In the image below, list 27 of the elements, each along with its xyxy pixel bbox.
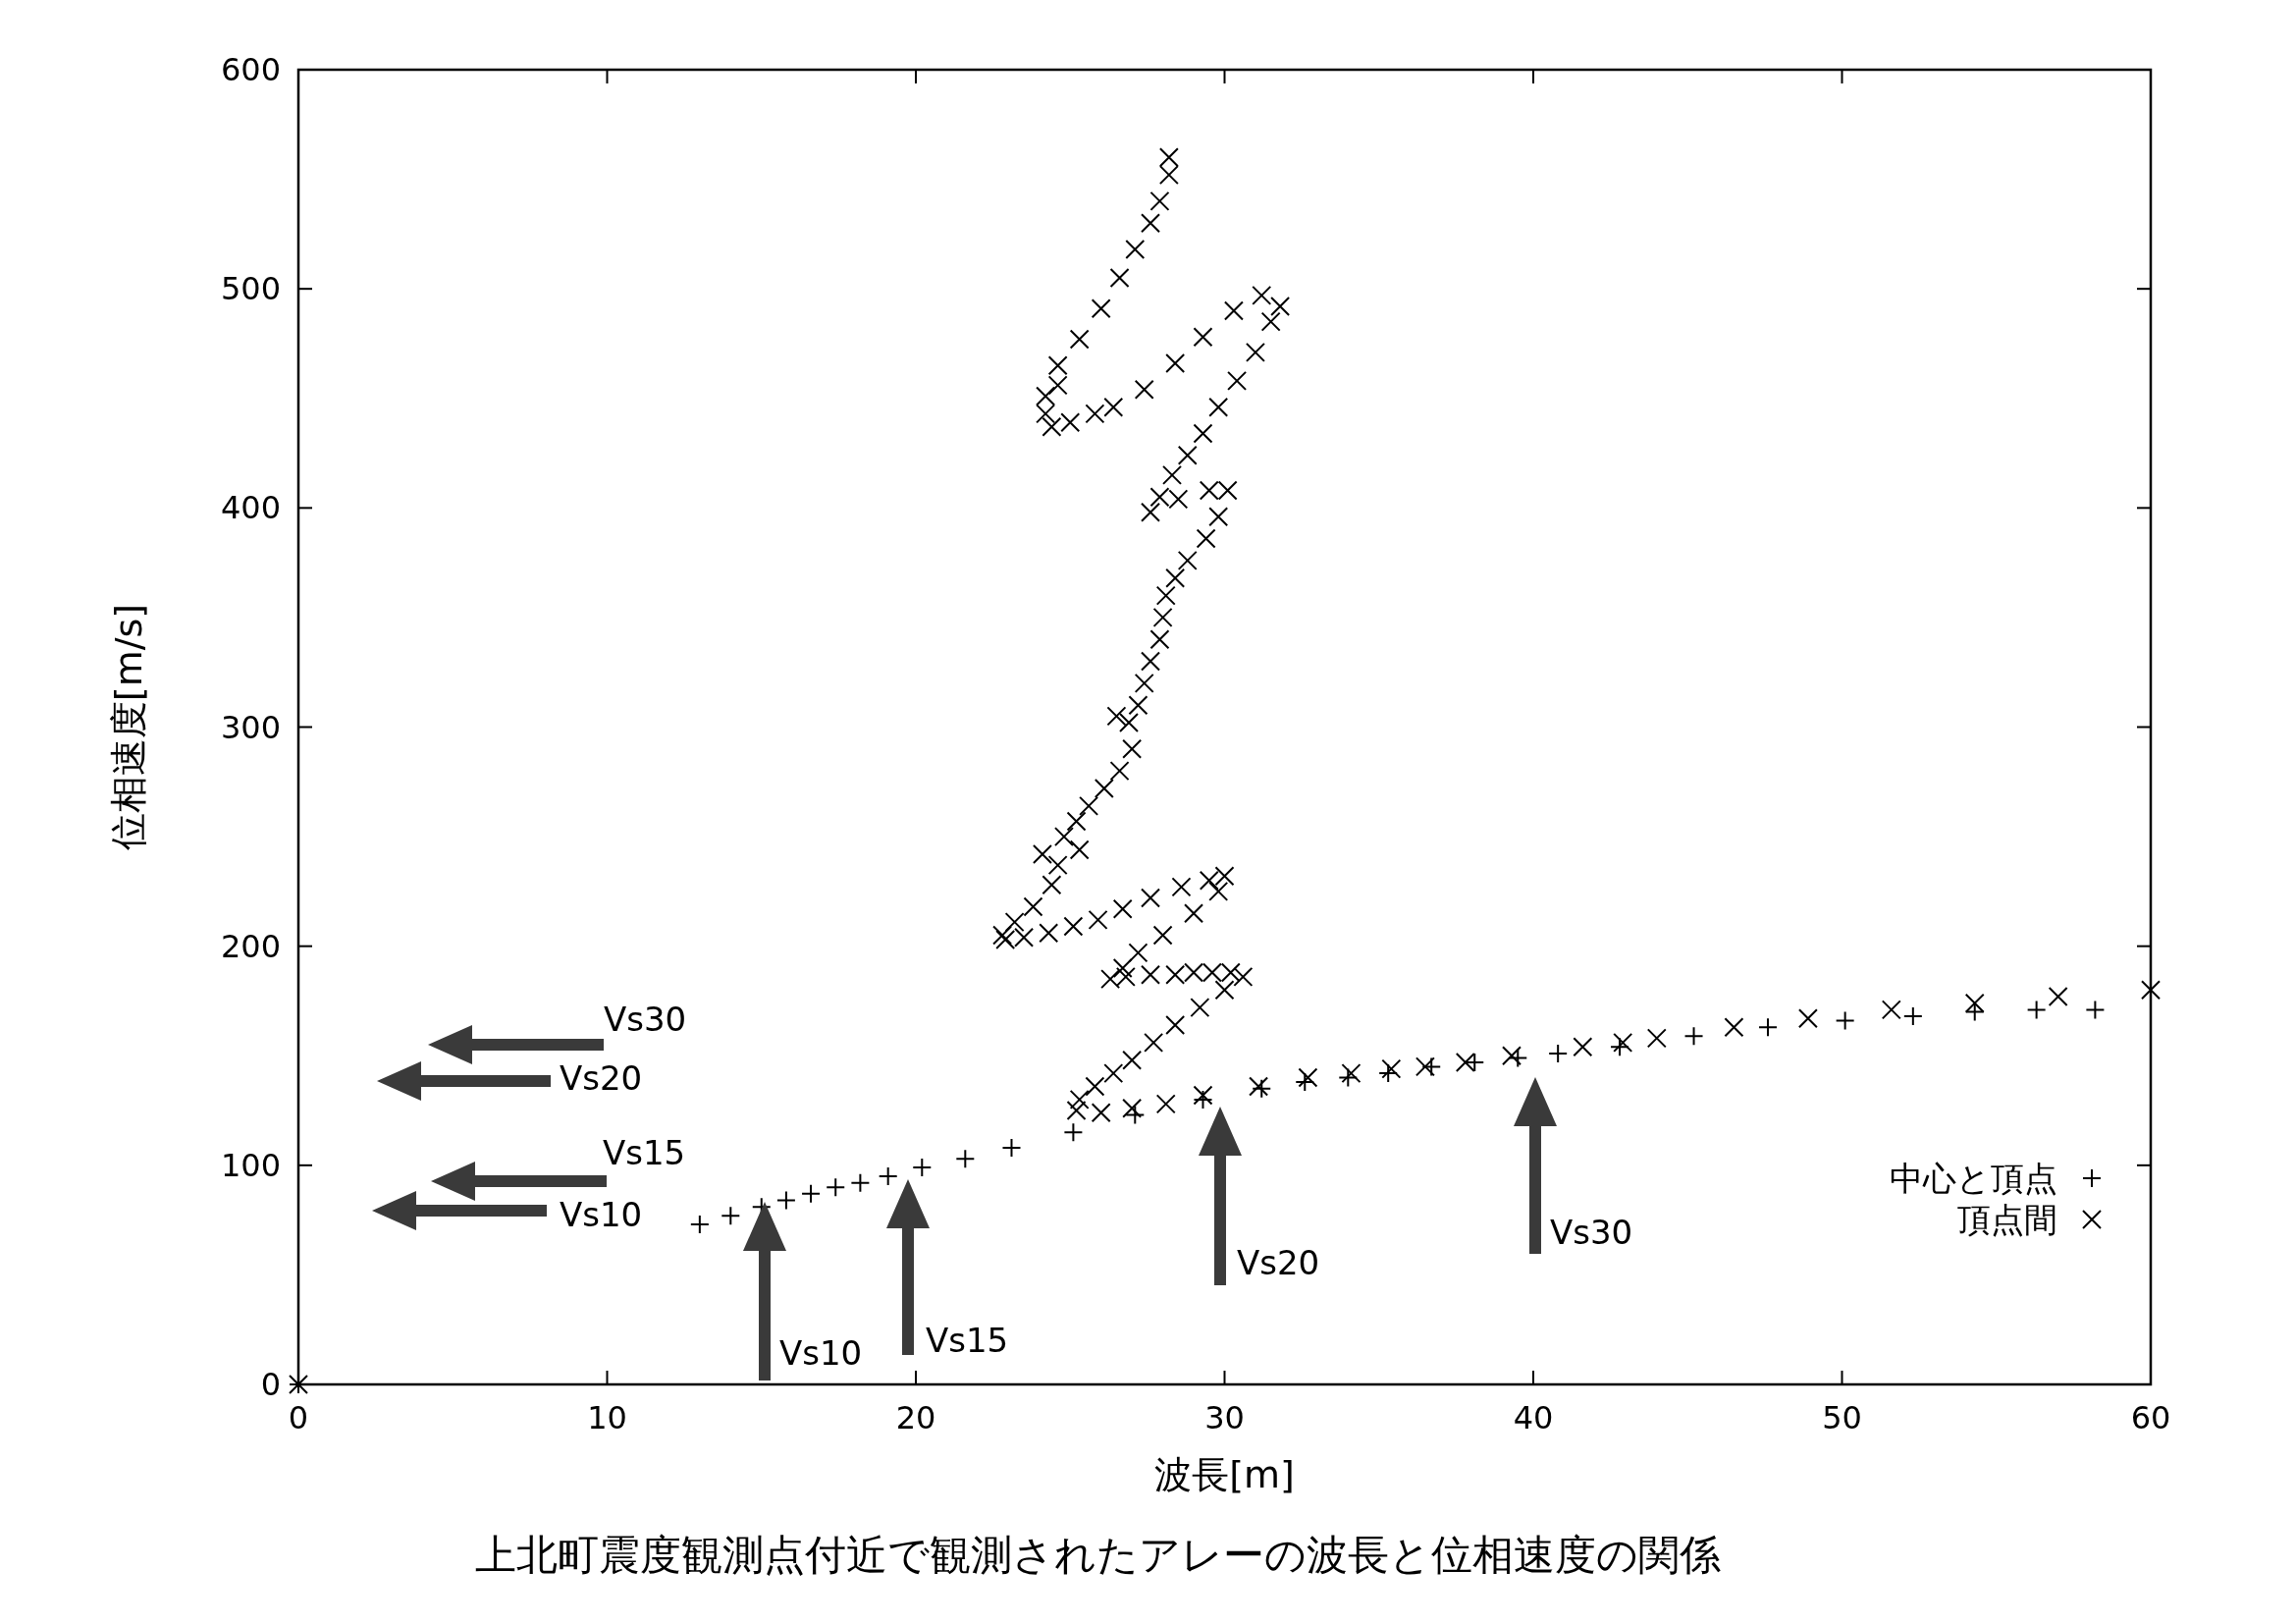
x-tick-label: 0 — [288, 1399, 309, 1436]
legend-label: 頂点間 — [1957, 1200, 2057, 1239]
y-axis-title: 位相速度[m/s] — [107, 603, 150, 851]
x-tick-label: 60 — [2130, 1399, 2171, 1436]
annotation: Vs20 — [560, 1058, 643, 1098]
annotation: Vs15 — [603, 1133, 686, 1172]
x-tick-label: 20 — [895, 1399, 936, 1436]
legend-label: 中心と頂点 — [1890, 1159, 2057, 1198]
y-tick-label: 500 — [220, 270, 281, 308]
annotation: Vs10 — [560, 1195, 643, 1234]
x-tick-label: 30 — [1204, 1399, 1245, 1436]
text: 上北町震度観測点付近で観測されたアレーの波長と位相速度の関係 — [474, 1531, 1721, 1579]
y-tick-label: 400 — [220, 489, 281, 527]
annotation: Vs10 — [779, 1333, 863, 1373]
annotation: Vs30 — [604, 1000, 687, 1039]
x-tick-label: 40 — [1513, 1399, 1554, 1436]
x-tick-label: 50 — [1822, 1399, 1862, 1436]
y-tick-label: 0 — [260, 1366, 281, 1403]
annotation: Vs20 — [1237, 1243, 1320, 1282]
y-tick-label: 300 — [220, 708, 281, 746]
x-tick-label: 10 — [587, 1399, 627, 1436]
y-tick-label: 600 — [220, 51, 281, 88]
y-tick-label: 200 — [220, 927, 281, 965]
annotation: Vs15 — [926, 1321, 1009, 1360]
annotation: Vs30 — [1550, 1213, 1633, 1252]
x-axis-title: 波長[m] — [1154, 1453, 1295, 1496]
y-tick-label: 100 — [220, 1146, 281, 1184]
